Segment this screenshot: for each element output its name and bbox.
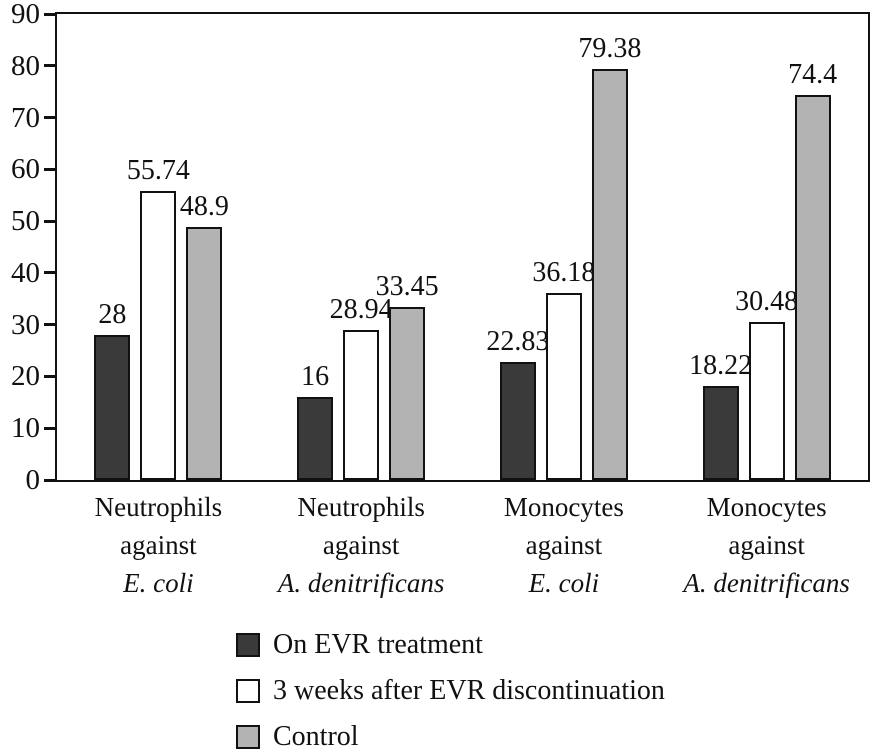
y-axis-tick	[44, 116, 55, 120]
category-label-species: A. denitrificans	[277, 568, 445, 598]
y-axis-tick	[44, 323, 55, 327]
category-label: Monocytes against E. coli	[429, 488, 699, 602]
bar-value-label: 79.38	[578, 33, 642, 64]
y-axis-tick-label: 80	[11, 49, 40, 82]
y-axis-tick-label: 60	[11, 153, 40, 186]
bar-value-label: 74.4	[788, 59, 838, 90]
category-label-line1: Neutrophils	[94, 492, 223, 522]
bar	[140, 191, 177, 480]
category-label-line1: Monocytes	[706, 492, 827, 522]
bar-value-label: 33.45	[375, 271, 439, 302]
bar-value-label: 28.94	[329, 294, 393, 325]
category-label-species: E. coli	[123, 568, 194, 598]
y-axis-tick-label: 20	[11, 360, 40, 393]
y-axis-tick	[44, 426, 55, 430]
bar	[545, 293, 582, 480]
y-axis-tick	[44, 219, 55, 223]
category-label-line2: against	[120, 530, 197, 560]
category-label: Neutrophils against E. coli	[23, 488, 293, 602]
bar	[591, 69, 628, 480]
y-axis-tick	[44, 271, 55, 275]
y-axis-tick-label: 50	[11, 205, 40, 238]
bar-value-label: 22.83	[486, 326, 550, 357]
y-axis-tick	[44, 12, 55, 16]
bar	[297, 397, 334, 480]
legend-swatch	[236, 679, 260, 703]
bar	[389, 307, 426, 480]
bar	[794, 95, 831, 480]
legend-row: On EVR treatment	[236, 622, 665, 668]
bar	[186, 227, 223, 480]
legend-swatch	[236, 725, 260, 749]
y-axis-tick	[44, 374, 55, 378]
bar	[343, 330, 380, 480]
y-axis-tick	[44, 478, 55, 482]
bar-value-label: 30.48	[735, 286, 799, 317]
bar	[499, 362, 536, 480]
category-label-species: A. denitrificans	[683, 568, 850, 598]
bar-value-label: 16	[301, 361, 330, 392]
legend-row: 3 weeks after EVR discontinuation	[236, 668, 665, 714]
legend: On EVR treatment 3 weeks after EVR discon…	[236, 622, 665, 751]
category-label: Monocytes against A. denitrificans	[632, 488, 875, 602]
legend-label: 3 weeks after EVR discontinuation	[273, 675, 665, 706]
y-axis-tick-label: 40	[11, 256, 40, 289]
y-axis-tick	[44, 64, 55, 68]
plot-area: 28 55.74 48.9 16 28.94 33.45 22.83 36.18 79.38 18…	[55, 12, 870, 482]
category-label-species: E. coli	[528, 568, 600, 598]
legend-label: Control	[273, 721, 359, 751]
category-label-line2: against	[525, 530, 603, 560]
legend-label: On EVR treatment	[273, 629, 483, 660]
category-label-line2: against	[322, 530, 400, 560]
bar-value-label: 55.74	[126, 155, 190, 186]
category-label-line2: against	[728, 530, 805, 560]
legend-row: Control	[236, 714, 665, 751]
bar	[702, 386, 739, 480]
category-label-line1: Monocytes	[503, 492, 624, 522]
y-axis-tick-label: 0	[25, 464, 41, 496]
bar-value-label: 18.22	[689, 350, 753, 381]
bar	[748, 322, 785, 480]
legend-swatch	[236, 633, 260, 657]
y-axis-tick-label: 90	[11, 0, 40, 30]
y-axis-tick	[44, 167, 55, 171]
bar-value-label: 48.9	[179, 191, 229, 222]
y-axis-tick-label: 70	[11, 101, 40, 134]
y-axis-tick-label: 10	[11, 412, 40, 445]
category-label: Neutrophils against A. denitrificans	[226, 488, 496, 602]
bar	[94, 335, 131, 480]
bar-value-label: 28	[98, 299, 127, 330]
bar-value-label: 36.18	[532, 257, 596, 288]
category-label-line1: Neutrophils	[297, 492, 425, 522]
y-axis-tick-label: 30	[11, 308, 40, 341]
